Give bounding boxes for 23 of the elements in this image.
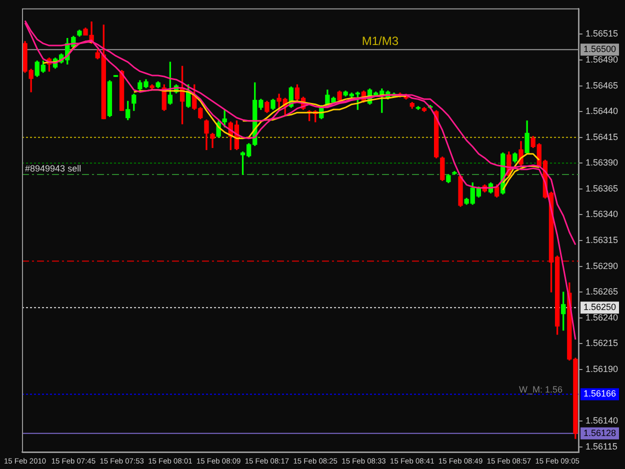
y-tick-label: 1.56490	[585, 54, 618, 64]
y-tick-label: 1.56190	[585, 364, 618, 374]
y-tick-label: 1.56290	[585, 260, 618, 271]
annotation: W_M: 1.56	[518, 384, 562, 394]
ref-line-label: 1.56250	[583, 302, 616, 312]
y-tick-label: 1.56465	[585, 80, 618, 90]
y-tick-label: 1.56215	[585, 338, 618, 348]
y-tick-label: 1.56340	[585, 209, 618, 220]
y-tick-label: 1.56415	[585, 132, 618, 142]
y-tick-label: 1.56515	[585, 28, 618, 39]
y-tick-label: 1.56265	[585, 286, 618, 297]
ref-line-label: 1.56500	[583, 44, 616, 54]
ref-line-label: 1.56166	[583, 388, 616, 399]
ref-line-label: 1.56128	[583, 428, 616, 438]
annotation: M1/M3	[362, 34, 399, 48]
y-tick-label: 1.56390	[585, 158, 618, 168]
annotation: #8949943 sell	[25, 163, 82, 174]
y-tick-label: 1.56440	[585, 106, 618, 116]
y-tick-label: 1.56140	[585, 416, 618, 426]
y-tick-label: 1.56365	[585, 183, 618, 194]
y-tick-label: 1.56315	[585, 235, 618, 245]
y-tick-label: 1.56240	[585, 312, 618, 322]
y-tick-label: 1.56115	[585, 441, 618, 452]
